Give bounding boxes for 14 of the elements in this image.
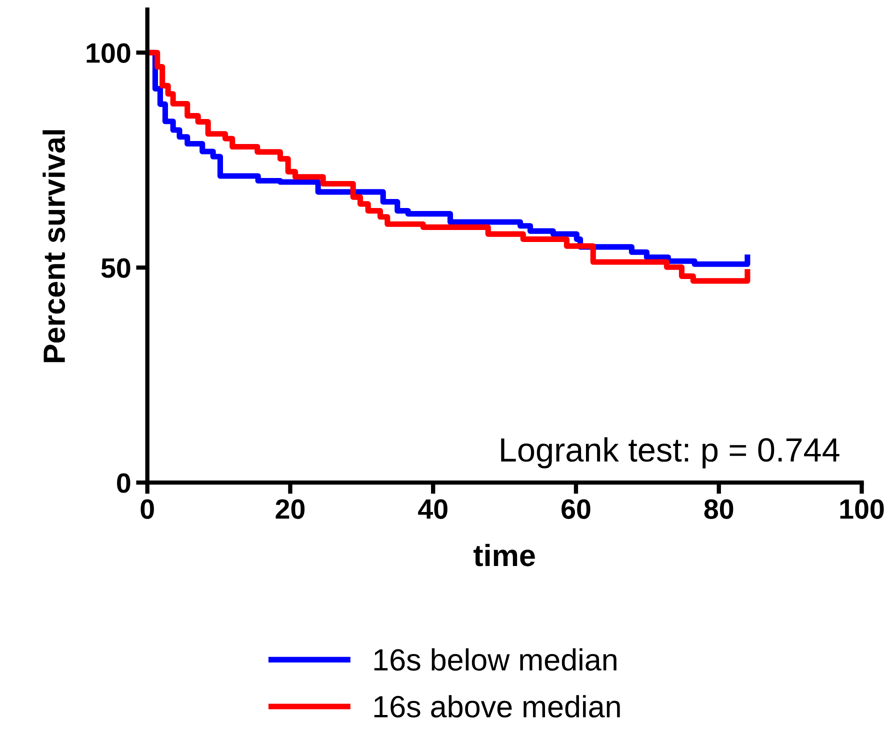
- y-tick-label: 0: [117, 473, 130, 493]
- x-tick-label: 20: [276, 499, 305, 519]
- x-tick-label: 100: [840, 499, 884, 519]
- y-axis-title: Percent survival: [42, 130, 66, 362]
- annotation: Logrank test: p = 0.744: [501, 437, 840, 468]
- legend-label: 16s above median: [374, 695, 620, 718]
- y-tick-label: 100: [86, 43, 130, 63]
- x-tick-label: 60: [562, 499, 590, 519]
- x-tick-label: 40: [418, 499, 448, 519]
- x-tick-label: 80: [704, 499, 734, 519]
- x-tick-label: 0: [140, 499, 154, 519]
- y-tick-label: 50: [101, 258, 130, 278]
- x-axis-title: time: [474, 544, 535, 566]
- legend-label: 16s below median: [374, 648, 616, 671]
